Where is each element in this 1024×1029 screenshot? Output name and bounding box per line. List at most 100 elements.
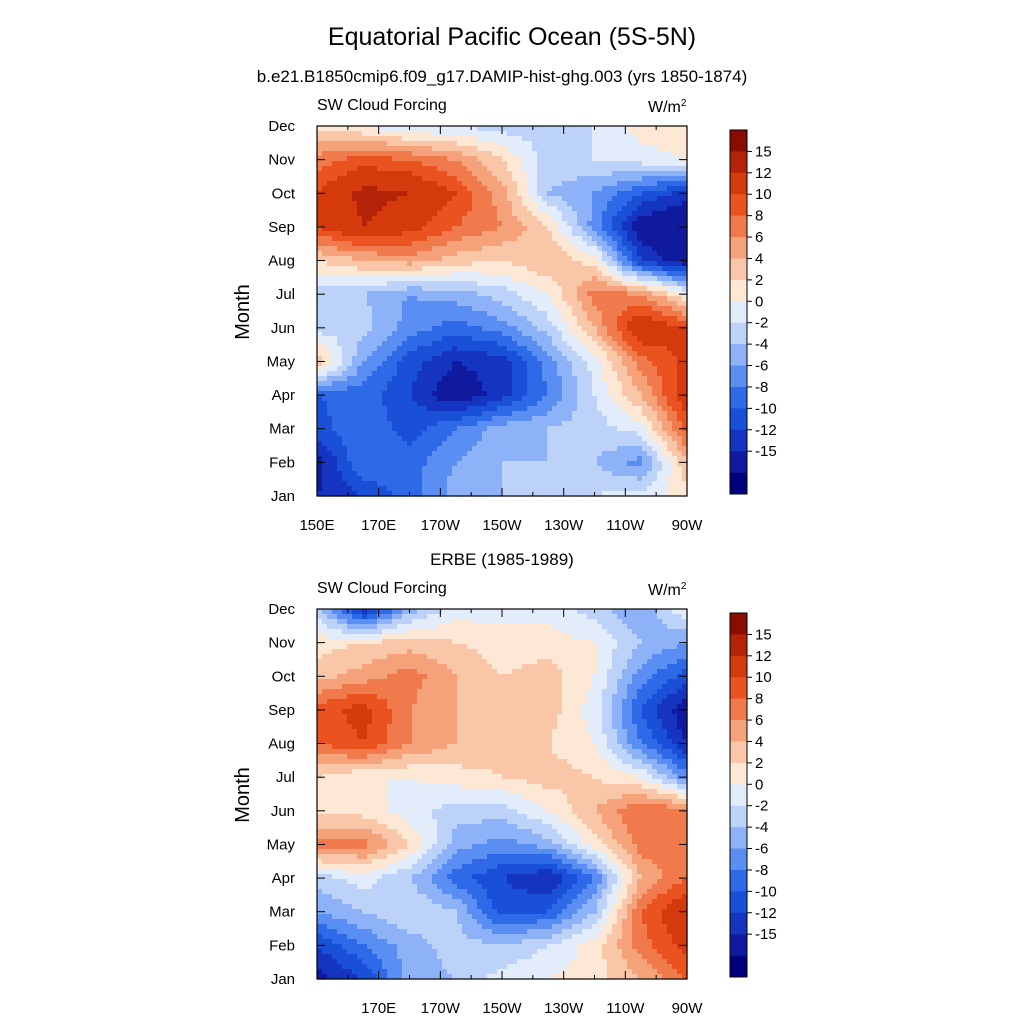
field-cell [662,356,668,362]
field-cell [452,321,458,327]
field-cell [557,386,563,392]
field-cell [627,361,633,367]
field-cell [502,146,508,152]
field-cell [557,316,563,322]
field-cell [587,231,593,237]
field-cell [562,246,568,252]
field-cell [622,291,628,297]
field-cell [362,451,368,457]
field-cell [432,461,438,467]
field-cell [522,451,528,457]
field-cell [367,371,373,377]
field-cell [317,346,323,352]
field-cell [482,301,488,307]
field-cell [477,241,483,247]
field-cell [612,316,618,322]
field-cell [637,236,643,242]
field-cell [412,421,418,427]
field-cell [632,366,638,372]
field-cell [472,251,478,257]
field-cell [327,276,333,282]
field-cell [602,396,608,402]
field-cell [332,161,338,167]
field-cell [502,331,508,337]
field-cell [557,161,563,167]
field-cell [332,286,338,292]
field-cell [327,406,333,412]
field-cell [637,181,643,187]
field-cell [637,226,643,232]
field-cell [502,371,508,377]
field-cell [327,211,333,217]
field-cell [572,241,578,247]
field-cell [402,381,408,387]
field-cell [392,246,398,252]
field-cell [337,311,343,317]
field-cell [327,401,333,407]
field-cell [322,141,328,147]
field-cell [372,371,378,377]
field-cell [422,331,428,337]
field-cell [577,431,583,437]
field-cell [477,196,483,202]
field-cell [497,306,503,312]
field-cell [527,356,533,362]
field-cell [637,411,643,417]
field-cell [552,416,558,422]
field-cell [587,296,593,302]
field-cell [472,146,478,152]
field-cell [462,151,468,157]
field-cell [337,251,343,257]
field-cell [612,416,618,422]
field-cell [387,386,393,392]
field-cell [327,271,333,277]
field-cell [392,216,398,222]
field-cell [447,261,453,267]
field-cell [617,256,623,262]
field-cell [672,206,678,212]
field-cell [597,391,603,397]
field-cell [517,291,523,297]
field-cell [502,281,508,287]
field-cell [362,276,368,282]
field-cell [632,186,638,192]
field-cell [512,136,518,142]
panel-model-field [317,126,688,497]
field-cell [437,141,443,147]
field-cell [337,261,343,267]
field-cell [437,451,443,457]
field-cell [672,221,678,227]
field-cell [337,291,343,297]
field-cell [477,136,483,142]
field-cell [422,401,428,407]
field-cell [472,416,478,422]
field-cell [587,416,593,422]
field-cell [402,211,408,217]
field-cell [502,161,508,167]
field-cell [572,181,578,187]
field-cell [557,401,563,407]
field-cell [442,181,448,187]
field-cell [487,446,493,452]
field-cell [652,221,658,227]
field-cell [382,386,388,392]
field-cell [507,346,513,352]
field-cell [517,141,523,147]
field-cell [612,336,618,342]
field-cell [572,396,578,402]
field-cell [632,456,638,462]
field-cell [442,131,448,137]
field-cell [557,146,563,152]
field-cell [372,346,378,352]
field-cell [417,386,423,392]
field-cell [562,251,568,257]
field-cell [477,286,483,292]
field-cell [617,146,623,152]
field-cell [342,191,348,197]
field-cell [667,246,673,252]
field-cell [682,211,688,217]
field-cell [402,221,408,227]
field-cell [397,346,403,352]
field-cell [347,136,353,142]
field-cell [522,396,528,402]
